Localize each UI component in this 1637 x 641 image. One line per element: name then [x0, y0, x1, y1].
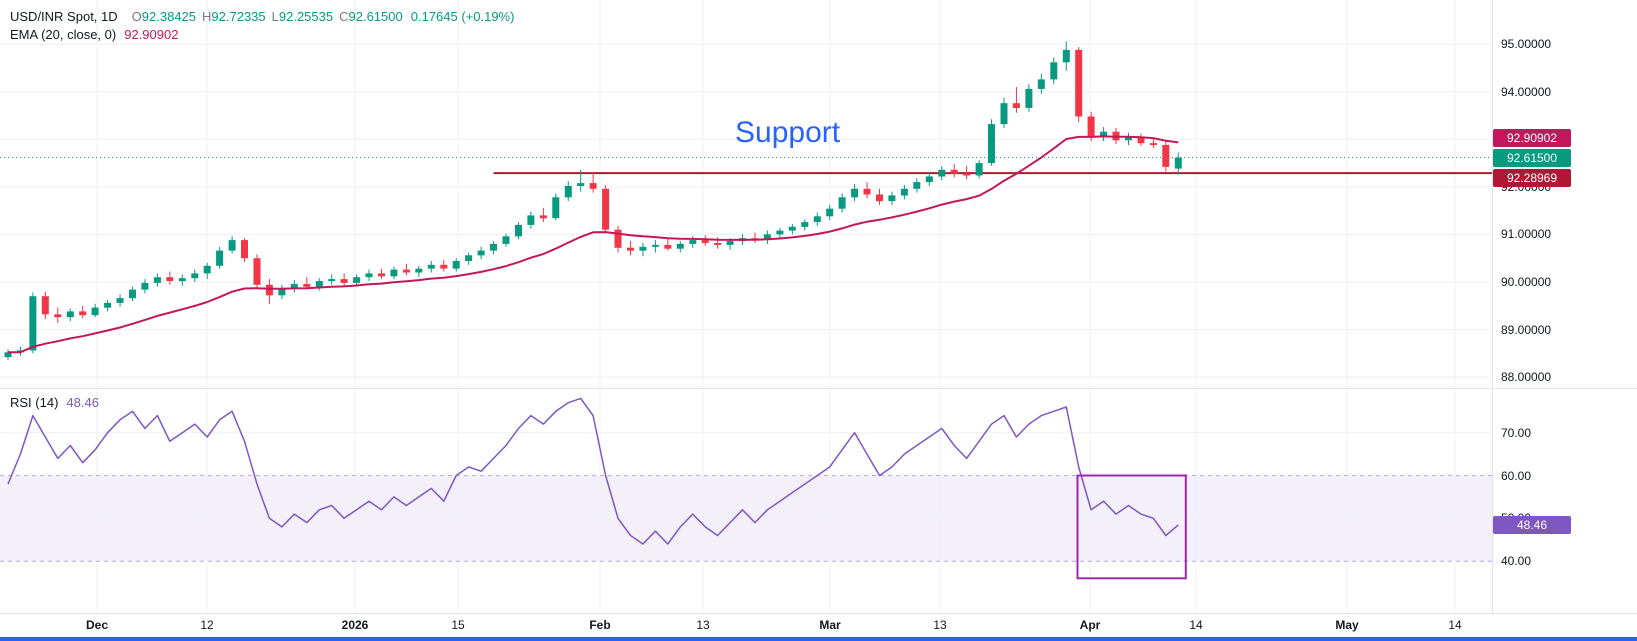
- rsi-tick-label: 40.00: [1501, 554, 1532, 569]
- support-price-badge: 92.28969: [1493, 168, 1571, 187]
- rsi-value: 48.46: [66, 395, 99, 410]
- rsi-value-badge: 48.46: [1493, 515, 1571, 534]
- price-tick-label: 88.00000: [1501, 370, 1552, 385]
- high-value: 92.72335: [211, 9, 266, 24]
- rsi-pane[interactable]: RSI (14) 48.46: [0, 389, 1492, 613]
- rsi-tick-label: 60.00: [1501, 468, 1532, 483]
- last-price-badge: 92.61500: [1493, 148, 1571, 167]
- close-value: 92.61500: [348, 9, 403, 24]
- price-chart-canvas[interactable]: [0, 0, 1492, 388]
- ema-line[interactable]: [7, 135, 1179, 354]
- symbol-row: USD/INR Spot, 1D O92.38425 H92.72335 L92.25…: [10, 8, 514, 26]
- rsi-label[interactable]: RSI (14): [10, 395, 59, 410]
- axis-divider: [0, 613, 1637, 614]
- price-pane[interactable]: USD/INR Spot, 1D O92.38425 H92.72335 L92.25…: [0, 0, 1492, 388]
- time-tick-label: May: [1335, 618, 1359, 632]
- ema-indicator-value: 92.90902: [124, 27, 179, 42]
- price-tick-label: 91.00000: [1501, 227, 1552, 242]
- ema-indicator-label[interactable]: EMA (20, close, 0): [10, 27, 117, 42]
- pane-divider[interactable]: [0, 388, 1637, 389]
- price-axis[interactable]: 95.0000094.0000093.0000092.0000091.00000…: [1492, 0, 1637, 637]
- bottom-accent-bar: [0, 637, 1637, 641]
- low-label: L: [271, 9, 279, 24]
- time-tick-label: Mar: [819, 618, 841, 632]
- rsi-highlight-box[interactable]: [1076, 474, 1187, 580]
- time-tick-label: Dec: [85, 618, 109, 632]
- price-tick-label: 94.00000: [1501, 84, 1552, 99]
- rsi-legend: RSI (14) 48.46: [10, 395, 99, 410]
- symbol-title[interactable]: USD/INR Spot, 1D: [10, 9, 118, 24]
- rsi-tick-label: 70.00: [1501, 425, 1532, 440]
- price-tick-label: 90.00000: [1501, 274, 1552, 289]
- open-label: O: [131, 9, 142, 24]
- time-tick-label: 13: [933, 618, 947, 632]
- time-axis[interactable]: Dec 12 2026 15 Feb 13 Mar 13 Apr 14 May 14: [0, 613, 1637, 637]
- support-annotation[interactable]: Support: [735, 116, 841, 149]
- time-tick-label: Apr: [1079, 618, 1101, 632]
- change-value: 0.17645 (+0.19%): [410, 9, 515, 24]
- ema-price-badge: 92.90902: [1493, 128, 1571, 147]
- time-tick-label: 12: [200, 618, 214, 632]
- time-tick-label: 14: [1189, 618, 1203, 632]
- price-tick-label: 89.00000: [1501, 322, 1552, 337]
- time-tick-label: Feb: [589, 618, 611, 632]
- indicator-row: EMA (20, close, 0) 92.90902: [10, 26, 514, 44]
- time-tick-label: 15: [451, 618, 465, 632]
- main-legend: USD/INR Spot, 1D O92.38425 H92.72335 L92.25…: [10, 8, 514, 44]
- open-value: 92.38425: [141, 9, 197, 24]
- time-tick-label: 13: [696, 618, 710, 632]
- time-tick-label: 2026: [341, 618, 369, 632]
- time-tick-label: 14: [1448, 618, 1462, 632]
- close-label: C: [339, 9, 349, 24]
- price-tick-label: 95.00000: [1501, 37, 1552, 52]
- rsi-chart-canvas[interactable]: [0, 389, 1492, 613]
- candles: [4, 41, 1182, 360]
- high-label: H: [202, 9, 212, 24]
- low-value: 92.25535: [278, 9, 334, 24]
- rsi-line[interactable]: [7, 397, 1179, 545]
